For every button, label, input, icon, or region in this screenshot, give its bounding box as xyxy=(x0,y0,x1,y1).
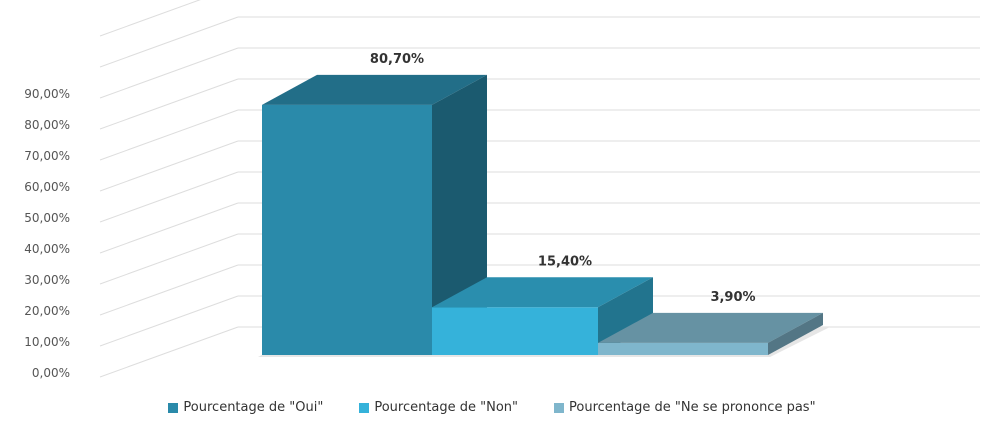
legend-item-oui: Pourcentage de "Oui" xyxy=(168,400,323,415)
data-label: 80,70% xyxy=(370,52,424,67)
gridline-wall xyxy=(99,326,239,378)
legend-item-ne-se-prononce-pas: Pourcentage de "Ne se prononce pas" xyxy=(554,400,816,415)
data-label: 3,90% xyxy=(710,290,755,305)
bar-top xyxy=(262,74,487,105)
data-label: 15,40% xyxy=(538,254,592,269)
bar-front xyxy=(598,342,768,355)
legend: Pourcentage de "Oui" Pourcentage de "Non… xyxy=(0,400,984,415)
y-tick-label: 10,00% xyxy=(24,335,70,349)
gridline-wall xyxy=(99,0,201,37)
legend-swatch-ne-se-prononce-pas xyxy=(554,402,565,413)
gridline-wall xyxy=(99,233,239,285)
legend-swatch-oui xyxy=(168,402,179,413)
gridline-wall xyxy=(99,171,239,223)
gridline-wall xyxy=(99,78,239,130)
gridline-wall xyxy=(99,295,239,347)
gridline-wall xyxy=(99,202,239,254)
bar-top xyxy=(598,312,823,343)
gridline-wall xyxy=(99,264,239,316)
gridline-wall xyxy=(99,140,239,192)
legend-item-non: Pourcentage de "Non" xyxy=(359,400,518,415)
legend-label-non: Pourcentage de "Non" xyxy=(374,400,519,415)
y-tick-label: 80,00% xyxy=(24,118,70,132)
bar-top xyxy=(432,277,653,308)
legend-label-oui: Pourcentage de "Oui" xyxy=(183,400,324,415)
bar-front xyxy=(432,307,598,355)
y-tick-label: 90,00% xyxy=(24,87,70,101)
y-tick-label: 0,00% xyxy=(32,366,70,380)
bar-side xyxy=(768,312,823,355)
gridline-wall xyxy=(99,109,239,161)
y-tick-label: 20,00% xyxy=(24,304,70,318)
bar-front xyxy=(262,104,432,355)
y-tick-label: 60,00% xyxy=(24,180,70,194)
y-tick-label: 40,00% xyxy=(24,242,70,256)
y-tick-label: 70,00% xyxy=(24,149,70,163)
y-tick-label: 50,00% xyxy=(24,211,70,225)
gridline-wall xyxy=(99,16,239,68)
legend-swatch-non xyxy=(359,402,370,413)
y-tick-label: 30,00% xyxy=(24,273,70,287)
gridline-wall xyxy=(99,47,239,99)
legend-label-ne-se-prononce-pas: Pourcentage de "Ne se prononce pas" xyxy=(569,400,816,415)
